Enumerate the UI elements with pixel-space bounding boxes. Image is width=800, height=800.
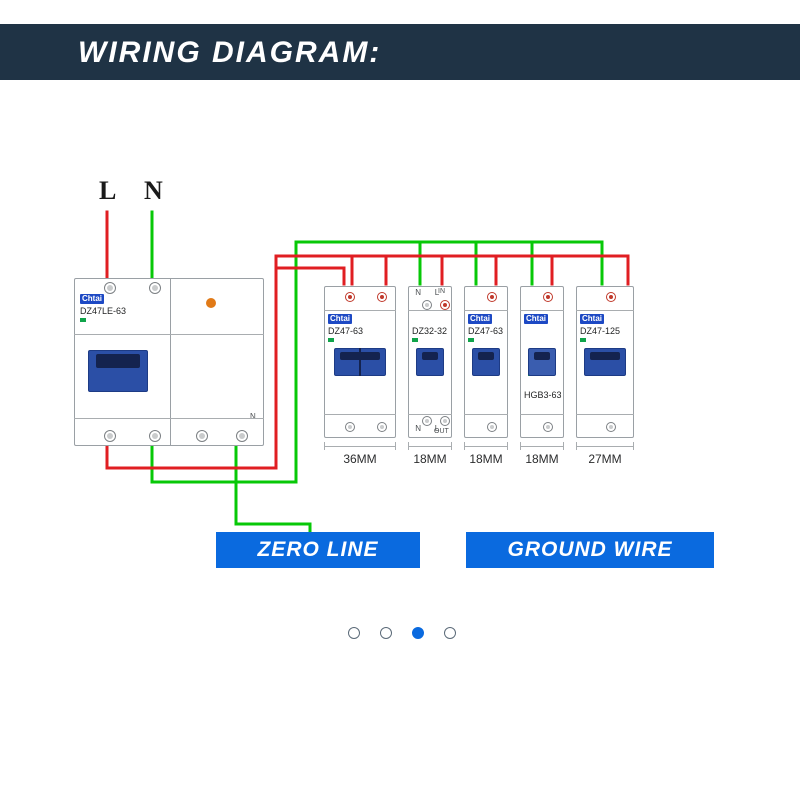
pager-dot[interactable] — [444, 627, 456, 639]
main-term-bot-0 — [104, 430, 116, 442]
pager-dot[interactable] — [348, 627, 360, 639]
main-term-bot-1 — [149, 430, 161, 442]
pager-dot[interactable] — [412, 627, 424, 639]
breaker-b3-brand: Chtai — [468, 314, 492, 324]
main-n-mark: N — [250, 412, 256, 421]
breaker-b5-width: 27MM — [576, 452, 634, 466]
main-ind-green — [80, 318, 86, 322]
breaker-b3-model: DZ47-63 — [468, 326, 503, 336]
breaker-b4-width: 18MM — [520, 452, 564, 466]
input-label-N: N — [144, 176, 163, 206]
main-orange-dot — [206, 298, 216, 308]
main-split — [170, 278, 171, 446]
breaker-b1-brand: Chtai — [328, 314, 352, 324]
breaker-b5-model: DZ47-125 — [580, 326, 620, 336]
breaker-b1-width: 36MM — [324, 452, 396, 466]
breaker-b4-brand: Chtai — [524, 314, 548, 324]
breaker-b5-brand: Chtai — [580, 314, 604, 324]
header-title: WIRING DIAGRAM: — [78, 36, 381, 70]
main-r-term-bot-1 — [236, 430, 248, 442]
ground-wire-tag: GROUND WIRE — [466, 532, 714, 568]
zero-line-tag: ZERO LINE — [216, 532, 420, 568]
breaker-b3-width: 18MM — [464, 452, 508, 466]
carousel-pager[interactable] — [348, 624, 462, 642]
main-model: DZ47LE-63 — [80, 306, 126, 316]
breaker-b1-model: DZ47-63 — [328, 326, 363, 336]
main-r-term-bot-0 — [196, 430, 208, 442]
main-brand: Chtai — [80, 294, 104, 304]
main-term-top-1 — [149, 282, 161, 294]
breaker-b2-width: 18MM — [408, 452, 452, 466]
breaker-b2-model: DZ32-32 — [412, 326, 447, 336]
pager-dot[interactable] — [380, 627, 392, 639]
main-term-top-0 — [104, 282, 116, 294]
input-label-L: L — [99, 176, 116, 206]
main-switch-lever — [96, 354, 140, 368]
breaker-b4-model: HGB3-63 — [524, 390, 562, 400]
